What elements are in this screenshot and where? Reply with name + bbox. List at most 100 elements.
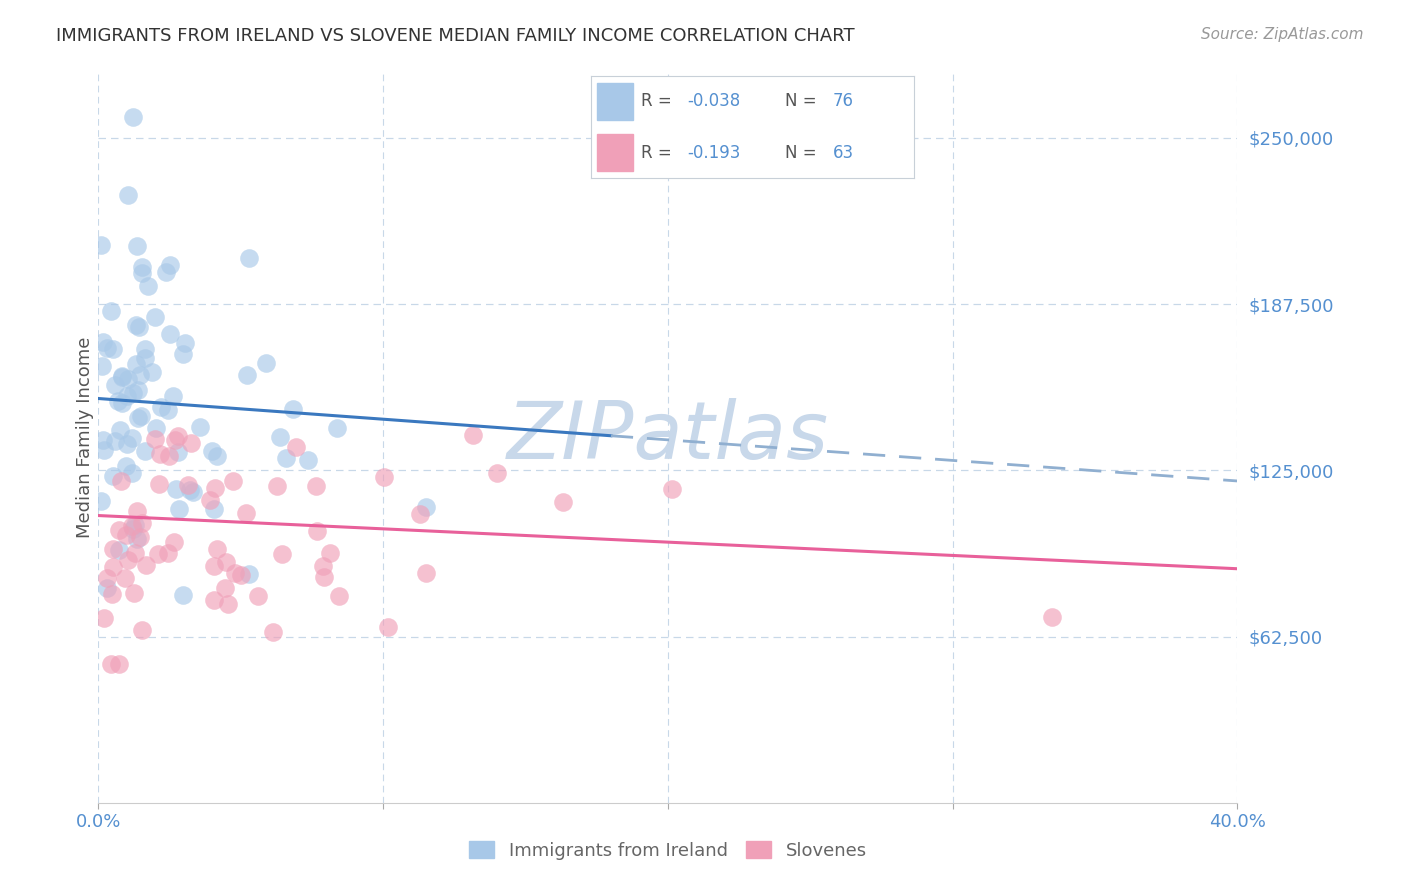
Point xyxy=(128,530,150,544)
Point xyxy=(114,528,136,542)
Point xyxy=(190,420,212,434)
Text: N =: N = xyxy=(785,144,821,161)
Point xyxy=(117,372,139,386)
Point xyxy=(159,258,181,272)
Point xyxy=(91,433,114,447)
Point xyxy=(163,534,186,549)
Point xyxy=(125,318,148,332)
Point xyxy=(165,483,187,497)
Point xyxy=(96,571,118,585)
Point xyxy=(104,434,127,448)
Point xyxy=(121,522,143,536)
Point xyxy=(134,342,156,356)
Point xyxy=(297,452,319,467)
Legend: Immigrants from Ireland, Slovenes: Immigrants from Ireland, Slovenes xyxy=(461,834,875,867)
Point xyxy=(236,368,259,383)
Point xyxy=(155,265,177,279)
Point xyxy=(224,566,246,581)
Point xyxy=(157,450,180,464)
Point xyxy=(121,466,143,480)
Point xyxy=(377,620,399,634)
Point xyxy=(312,559,335,574)
Point xyxy=(114,458,136,473)
Point xyxy=(128,320,150,334)
Point xyxy=(181,485,204,500)
Point xyxy=(121,432,143,446)
Point xyxy=(270,547,292,561)
Point xyxy=(146,548,169,562)
Point xyxy=(103,343,125,357)
Point xyxy=(143,432,166,446)
Point xyxy=(101,560,124,574)
Point xyxy=(167,445,190,459)
Point xyxy=(107,394,129,409)
Point xyxy=(156,403,179,417)
Point xyxy=(127,384,149,398)
Point xyxy=(205,449,228,463)
Point xyxy=(201,444,224,458)
Text: N =: N = xyxy=(785,93,821,111)
Point xyxy=(167,429,190,443)
Point xyxy=(143,310,166,325)
Point xyxy=(124,518,146,533)
Point xyxy=(461,427,484,442)
Point xyxy=(135,558,157,572)
Point xyxy=(266,479,288,493)
Point xyxy=(96,581,118,595)
Point xyxy=(326,420,349,434)
Point xyxy=(409,508,432,522)
Point xyxy=(162,389,184,403)
Point xyxy=(110,475,132,489)
Point xyxy=(328,589,350,603)
Point xyxy=(90,494,112,508)
Point xyxy=(198,492,221,507)
Point xyxy=(373,470,395,484)
Point xyxy=(318,546,340,560)
Point xyxy=(307,524,329,538)
Point xyxy=(262,624,284,639)
Point xyxy=(485,467,508,481)
Point xyxy=(204,481,226,495)
Point xyxy=(90,238,112,252)
Text: -0.038: -0.038 xyxy=(688,93,741,111)
Point xyxy=(415,500,437,514)
Point xyxy=(217,597,239,611)
Point xyxy=(165,433,187,447)
Point xyxy=(235,506,257,520)
Point xyxy=(222,474,245,488)
Point xyxy=(174,335,197,350)
Point xyxy=(231,567,253,582)
Point xyxy=(204,558,226,573)
Point xyxy=(129,409,152,423)
Point xyxy=(202,593,225,607)
Point xyxy=(108,423,131,437)
Point xyxy=(100,304,122,318)
Point xyxy=(101,469,124,483)
Point xyxy=(276,451,298,466)
Point xyxy=(121,519,143,533)
Point xyxy=(214,581,236,595)
Point xyxy=(159,326,181,341)
Point xyxy=(129,368,152,382)
Point xyxy=(131,266,153,280)
Point xyxy=(101,542,124,557)
Point xyxy=(107,657,129,672)
Point xyxy=(148,476,170,491)
Point xyxy=(179,483,201,498)
Point xyxy=(238,567,260,582)
Point xyxy=(180,436,202,450)
Point xyxy=(100,657,122,672)
Point xyxy=(254,356,277,370)
Point xyxy=(127,532,149,546)
Point xyxy=(101,587,124,601)
Point xyxy=(115,437,138,451)
Point xyxy=(117,553,139,567)
Text: IMMIGRANTS FROM IRELAND VS SLOVENE MEDIAN FAMILY INCOME CORRELATION CHART: IMMIGRANTS FROM IRELAND VS SLOVENE MEDIA… xyxy=(56,27,855,45)
Point xyxy=(93,611,115,625)
Point xyxy=(90,359,112,373)
Point xyxy=(124,546,146,560)
Point xyxy=(131,260,153,274)
Point xyxy=(111,368,134,383)
Point xyxy=(149,446,172,460)
Point xyxy=(305,479,328,493)
